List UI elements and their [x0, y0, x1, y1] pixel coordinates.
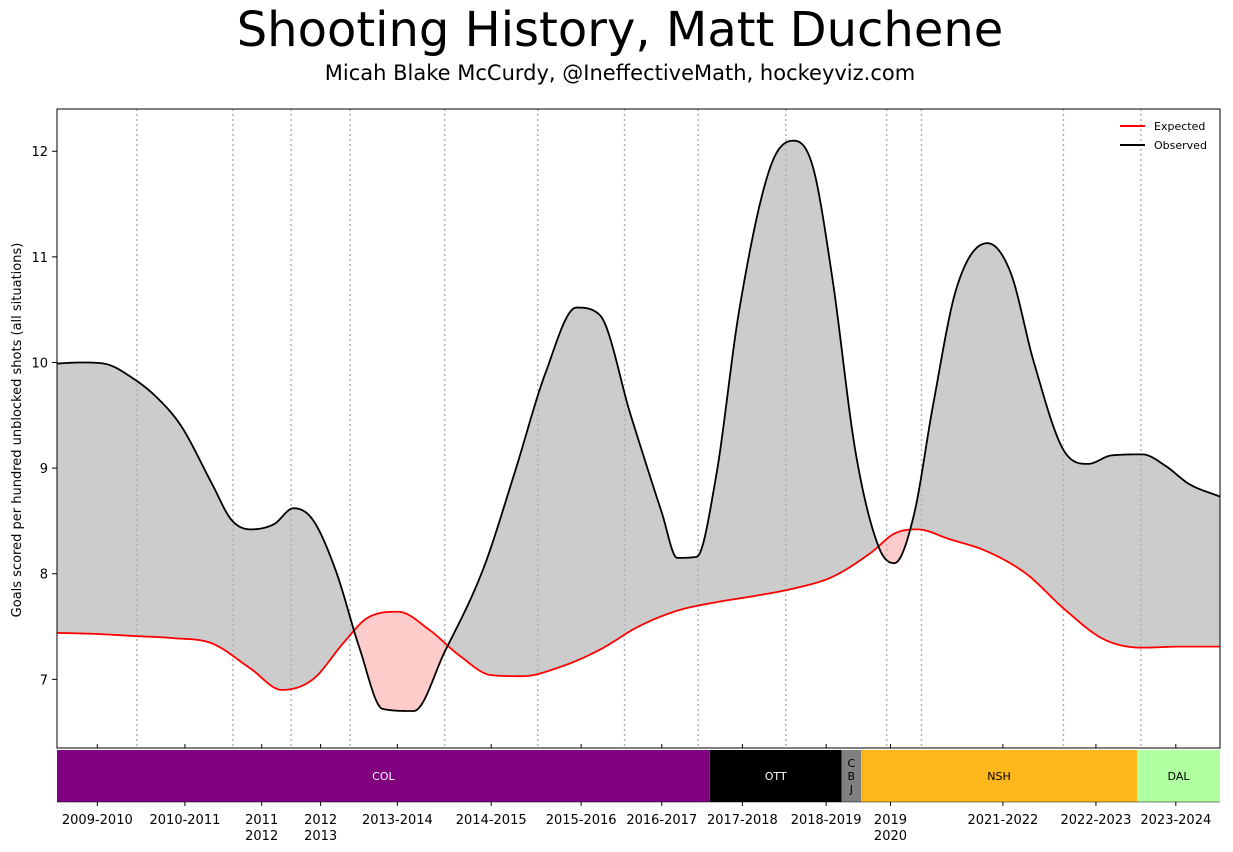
- x-tick-label-7: 2016-2017: [626, 813, 697, 828]
- team-band-3: [861, 750, 1138, 802]
- team-band-4: [1137, 750, 1220, 802]
- x-tick-label-4: 2013-2014: [362, 813, 433, 828]
- team-band-2: [841, 750, 862, 802]
- y-tick-label-8: 8: [40, 568, 48, 583]
- x-tick-label-10-0: 2019: [874, 813, 907, 828]
- team-label-2-0: C: [847, 757, 855, 770]
- x-tick-label-5: 2014-2015: [456, 813, 527, 828]
- x-tick-label-0: 2009-2010: [62, 813, 133, 828]
- observed-line: [56, 139, 1221, 712]
- x-tick-label-12: 2022-2023: [1061, 813, 1132, 828]
- x-tick-label-8: 2017-2018: [707, 813, 778, 828]
- legend-observed-label: Observed: [1154, 139, 1207, 152]
- x-tick-label-13: 2023-2024: [1140, 813, 1211, 828]
- x-tick-label-10-1: 2020: [874, 829, 907, 844]
- chart-subtitle: Micah Blake McCurdy, @IneffectiveMath, h…: [324, 61, 916, 85]
- team-label-2-2: J: [849, 783, 853, 796]
- x-tick-label-3-0: 2012: [304, 813, 337, 828]
- y-tick-label-10: 10: [31, 356, 48, 371]
- x-tick-label-11: 2021-2022: [967, 813, 1038, 828]
- legend-expected-label: Expected: [1154, 120, 1205, 133]
- team-band-1: [709, 750, 842, 802]
- expected-line: [56, 528, 1220, 691]
- x-tick-label-2-1: 2012: [245, 829, 278, 844]
- x-tick-label-9: 2018-2019: [791, 813, 862, 828]
- x-tick-label-1: 2010-2011: [150, 813, 221, 828]
- team-band-0: [57, 750, 710, 802]
- observed-above-expected-region: [57, 362, 354, 690]
- y-tick-label-12: 12: [31, 145, 48, 160]
- team-label-2-1: B: [848, 770, 856, 783]
- x-tick-label-2-0: 2011: [245, 813, 278, 828]
- x-tick-label-3-1: 2013: [304, 829, 337, 844]
- y-tick-label-9: 9: [40, 462, 48, 477]
- observed-above-expected-region: [447, 140, 879, 677]
- team-label-1: OTT: [765, 770, 787, 783]
- y-tick-label-11: 11: [31, 251, 48, 266]
- y-axis-label: Goals scored per hundred unblocked shots…: [10, 243, 25, 618]
- x-tick-label-6: 2015-2016: [546, 813, 617, 828]
- plot-frame: [56, 108, 1221, 749]
- y-tick-label-7: 7: [40, 673, 48, 688]
- team-label-4: DAL: [1168, 770, 1191, 783]
- chart-title: Shooting History, Matt Duchene: [236, 2, 1004, 58]
- team-label-3: NSH: [987, 770, 1010, 783]
- team-label-0: COL: [372, 770, 395, 783]
- observed-above-expected-region: [910, 243, 1220, 648]
- observed-below-expected-region: [353, 611, 448, 712]
